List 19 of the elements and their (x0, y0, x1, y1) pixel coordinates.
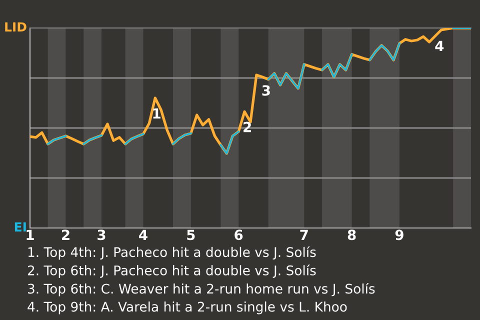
x-tick-label: 8 (348, 230, 356, 240)
x-tick-label: 5 (187, 230, 195, 240)
annotation: 1 (153, 108, 160, 118)
x-tick-label: 7 (300, 230, 308, 240)
annotation: 3 (262, 85, 270, 96)
annotation: 2 (244, 122, 251, 132)
text: 2. Top 6th: J. Pacheco hit a double vs J. Solís (28, 264, 316, 278)
x-tick-label: 9 (395, 230, 404, 240)
text: 1. Top 4th: J. Pacheco hit a double vs J. Solís (28, 246, 316, 260)
x-tick-label: 1 (26, 230, 34, 240)
x-tick-label: 3 (98, 230, 106, 240)
text: 3. Top 6th: C. Weaver hit a 2-run home run vs J. Solís (28, 282, 375, 296)
text: LID (5, 22, 26, 32)
x-tick-label: 6 (234, 230, 243, 240)
text: 4. Top 9th: A. Varela hit a 2-run single vs L. Khoo (28, 302, 347, 314)
annotation: 4 (435, 40, 444, 51)
text: EI (14, 222, 26, 232)
x-tick-label: 2 (62, 230, 70, 240)
x-tick-label: 4 (139, 230, 148, 240)
